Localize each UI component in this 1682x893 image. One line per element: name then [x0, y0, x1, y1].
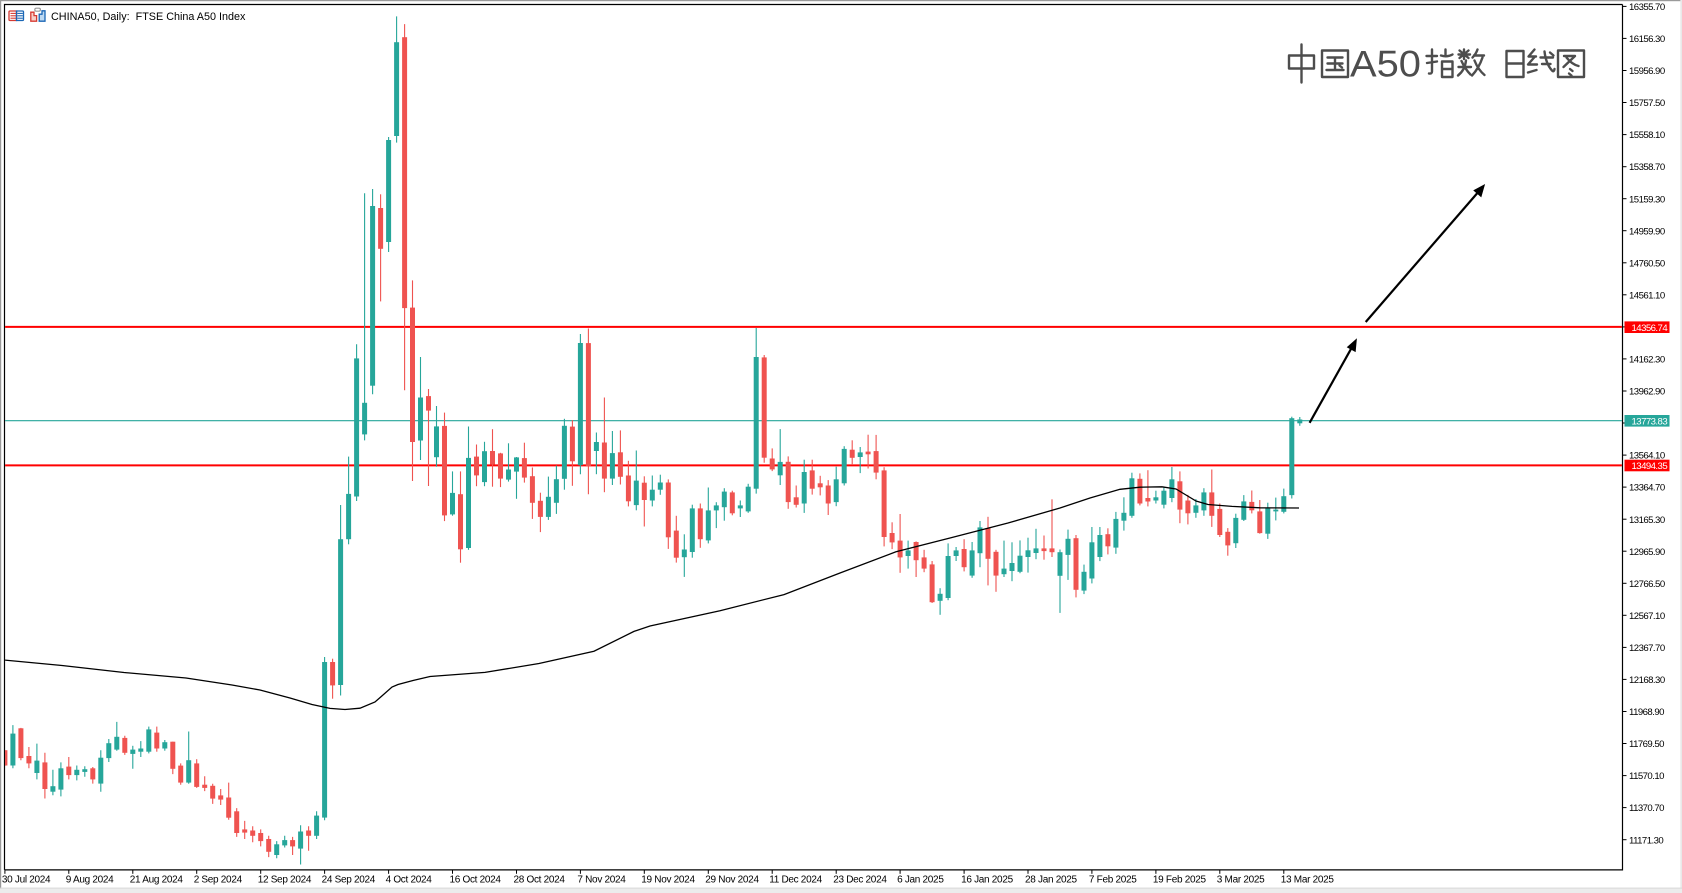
svg-text:9 Aug 2024: 9 Aug 2024 [66, 875, 114, 886]
svg-text:11 Dec 2024: 11 Dec 2024 [769, 875, 822, 886]
svg-text:7 Feb 2025: 7 Feb 2025 [1089, 875, 1137, 886]
svg-text:19 Nov 2024: 19 Nov 2024 [641, 875, 695, 886]
svg-text:16156.30: 16156.30 [1629, 34, 1665, 45]
svg-text:13564.10: 13564.10 [1629, 451, 1665, 462]
svg-text:11171.30: 11171.30 [1629, 835, 1663, 846]
svg-text:28 Jan 2025: 28 Jan 2025 [1025, 875, 1077, 886]
svg-text:12367.70: 12367.70 [1629, 643, 1665, 654]
svg-text:11570.10: 11570.10 [1629, 771, 1664, 782]
svg-text:4 Oct 2024: 4 Oct 2024 [386, 875, 433, 886]
svg-text:11968.90: 11968.90 [1629, 707, 1664, 718]
svg-text:11370.70: 11370.70 [1629, 803, 1664, 814]
svg-text:12965.90: 12965.90 [1629, 547, 1665, 558]
svg-text:14561.10: 14561.10 [1629, 290, 1665, 301]
svg-text:12168.30: 12168.30 [1629, 675, 1665, 686]
svg-text:15956.90: 15956.90 [1629, 66, 1665, 77]
svg-text:24 Sep 2024: 24 Sep 2024 [322, 875, 376, 886]
svg-text:CHINA50, Daily: FTSE China A5: CHINA50, Daily: FTSE China A50 Index [51, 11, 246, 23]
svg-text:28 Oct 2024: 28 Oct 2024 [514, 875, 566, 886]
svg-text:16 Jan 2025: 16 Jan 2025 [961, 875, 1013, 886]
svg-text:13 Mar 2025: 13 Mar 2025 [1281, 875, 1335, 886]
svg-text:14959.90: 14959.90 [1629, 226, 1665, 237]
svg-text:7 Nov 2024: 7 Nov 2024 [577, 875, 626, 886]
svg-text:13773.83: 13773.83 [1632, 416, 1668, 427]
svg-text:14760.50: 14760.50 [1629, 258, 1665, 269]
svg-text:12 Sep 2024: 12 Sep 2024 [258, 875, 312, 886]
svg-text:A50: A50 [1350, 44, 1421, 85]
svg-text:29 Nov 2024: 29 Nov 2024 [705, 875, 759, 886]
svg-text:12766.50: 12766.50 [1629, 579, 1665, 590]
svg-text:13364.70: 13364.70 [1629, 483, 1665, 494]
svg-text:11769.50: 11769.50 [1629, 739, 1664, 750]
svg-text:14356.74: 14356.74 [1632, 323, 1669, 334]
svg-text:21 Aug 2024: 21 Aug 2024 [130, 875, 184, 886]
svg-text:15757.50: 15757.50 [1629, 98, 1665, 109]
svg-text:15159.30: 15159.30 [1629, 194, 1665, 205]
svg-text:2 Sep 2024: 2 Sep 2024 [194, 875, 243, 886]
svg-text:12567.10: 12567.10 [1629, 611, 1665, 622]
svg-text:6 Jan 2025: 6 Jan 2025 [897, 875, 944, 886]
svg-text:13962.90: 13962.90 [1629, 387, 1665, 398]
svg-text:30 Jul 2024: 30 Jul 2024 [2, 875, 51, 886]
svg-text:16355.70: 16355.70 [1629, 2, 1665, 13]
svg-text:3 Mar 2025: 3 Mar 2025 [1217, 875, 1265, 886]
svg-text:15558.10: 15558.10 [1629, 130, 1665, 141]
svg-text:16 Oct 2024: 16 Oct 2024 [450, 875, 502, 886]
svg-text:15358.70: 15358.70 [1629, 162, 1665, 173]
svg-text:13494.35: 13494.35 [1632, 461, 1668, 472]
svg-text:14162.30: 14162.30 [1629, 355, 1665, 366]
svg-text:19 Feb 2025: 19 Feb 2025 [1153, 875, 1207, 886]
svg-text:13165.30: 13165.30 [1629, 515, 1665, 526]
svg-text:23 Dec 2024: 23 Dec 2024 [833, 875, 887, 886]
